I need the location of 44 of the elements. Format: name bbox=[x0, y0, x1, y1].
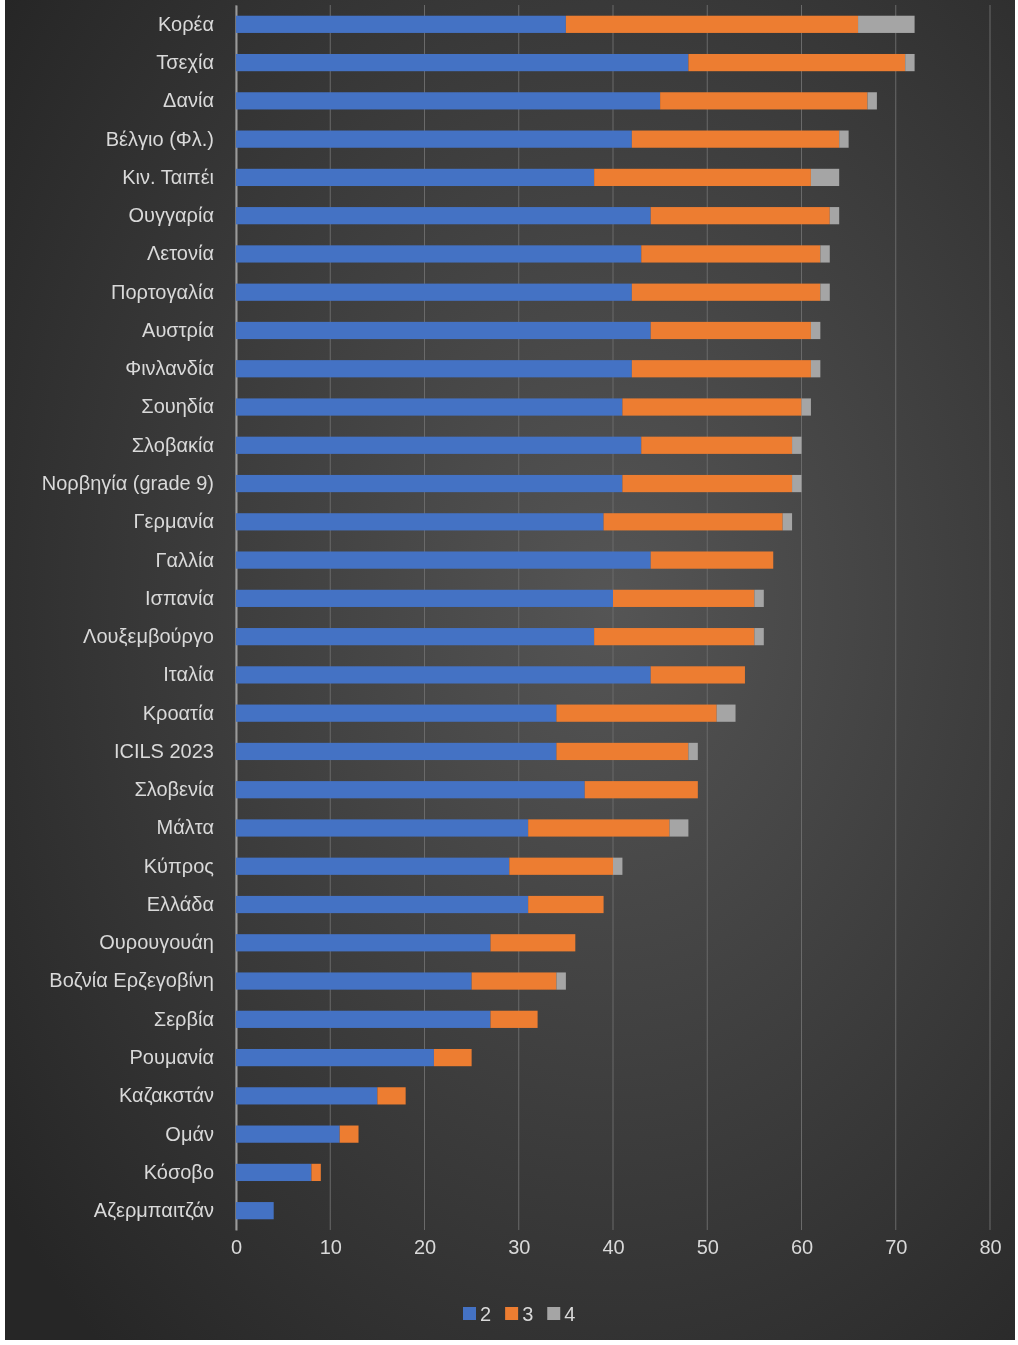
y-tick-label: Κύπρος bbox=[143, 854, 215, 877]
y-tick-label: Ιταλία bbox=[163, 663, 214, 686]
y-tick-label: Λετονία bbox=[146, 242, 214, 265]
y-tick-label: Λουξεμβούργο bbox=[83, 625, 214, 648]
x-tick-label: 10 bbox=[319, 1236, 342, 1259]
x-tick-label: 0 bbox=[230, 1236, 243, 1259]
x-tick-label: 80 bbox=[979, 1236, 1002, 1259]
y-tick-label: Δανία bbox=[163, 89, 214, 112]
y-tick-label: Κόσοβο bbox=[143, 1160, 214, 1183]
x-tick-label: 70 bbox=[885, 1236, 908, 1259]
y-tick-label: Ισπανία bbox=[145, 586, 214, 609]
y-tick-label: Κροατία bbox=[142, 701, 214, 724]
y-tick-label: Τσεχία bbox=[156, 51, 214, 73]
y-tick-label: Ουγγαρία bbox=[128, 204, 214, 227]
y-tick-label: Σουηδία bbox=[141, 395, 214, 418]
y-tick-label: Αζερμπαιτζάν bbox=[93, 1199, 214, 1222]
x-tick-label: 20 bbox=[413, 1236, 437, 1259]
y-tick-label: Αυστρία bbox=[142, 318, 214, 341]
y-tick-label: Πορτογαλία bbox=[111, 280, 214, 303]
y-tick-label: Κιν. Ταιπέι bbox=[122, 165, 214, 188]
y-tick-label: Σλοβακία bbox=[131, 433, 214, 456]
y-tick-label: Ρουμανία bbox=[129, 1046, 214, 1068]
y-tick-label: ICILS 2023 bbox=[113, 739, 214, 762]
y-tick-label: Ομάν bbox=[165, 1122, 214, 1145]
y-tick-label: Κορέα bbox=[157, 12, 214, 35]
y-tick-label: Ουρουγουάη bbox=[99, 931, 214, 954]
y-tick-label: Βοζνία Ερζεγοβίνη bbox=[49, 969, 214, 992]
y-tick-label: Γερμανία bbox=[133, 510, 214, 533]
x-tick-label: 30 bbox=[508, 1236, 531, 1259]
legend-label: 2 bbox=[480, 1303, 492, 1325]
y-tick-label: Καζακστάν bbox=[119, 1084, 214, 1107]
legend-label: 3 bbox=[522, 1303, 534, 1325]
y-tick-label: Βέλγιο (Φλ.) bbox=[105, 127, 214, 150]
legend-label: 4 bbox=[564, 1303, 576, 1325]
y-tick-label: Φινλανδία bbox=[125, 357, 214, 380]
x-tick-label: 50 bbox=[696, 1236, 719, 1259]
y-tick-label: Σερβία bbox=[153, 1007, 214, 1030]
y-tick-label: Ελλάδα bbox=[146, 892, 214, 915]
y-tick-label: Γαλλία bbox=[155, 548, 214, 571]
y-tick-label: Σλοβενία bbox=[134, 778, 214, 801]
x-tick-label: 60 bbox=[790, 1236, 814, 1259]
x-tick-label: 40 bbox=[602, 1236, 625, 1259]
y-tick-label: Νορβηγία (grade 9) bbox=[41, 471, 214, 494]
y-tick-label: Μάλτα bbox=[156, 816, 214, 839]
